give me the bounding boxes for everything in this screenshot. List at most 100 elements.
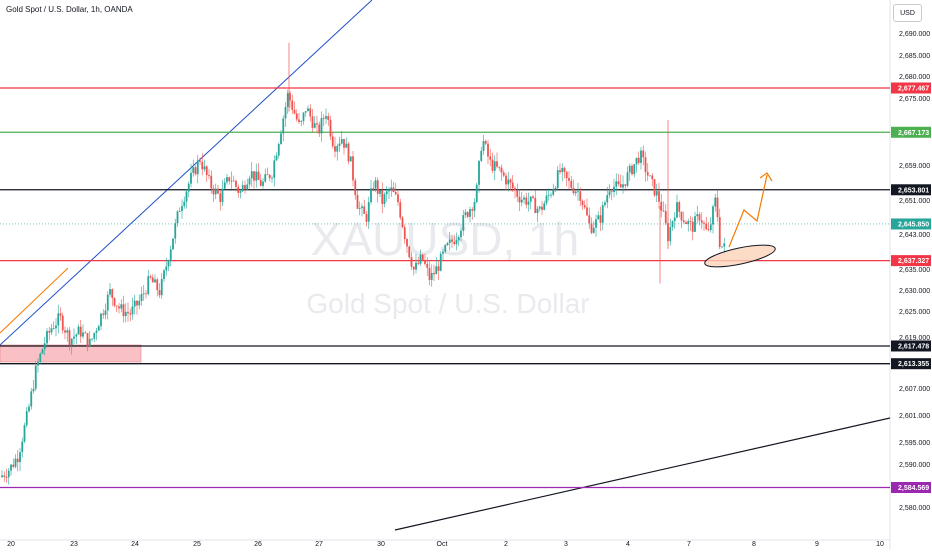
price-label: 2,584.569 [898, 485, 929, 492]
candle-body [685, 222, 687, 224]
candle-body [417, 262, 420, 264]
candle-body [244, 185, 246, 190]
price-label-bg [891, 255, 931, 267]
candle-body [435, 266, 438, 275]
candle-body [678, 202, 681, 212]
candle-body [595, 219, 597, 228]
candle-body [646, 172, 649, 176]
candle-body [307, 108, 309, 112]
candle-body [25, 411, 28, 426]
candle-body [293, 109, 296, 114]
candle-body [217, 188, 219, 194]
candle-body [352, 156, 354, 181]
candle-body [397, 194, 399, 203]
candle-body [219, 193, 222, 202]
candle-body [277, 143, 280, 156]
candle-body [91, 338, 93, 340]
candle-body [622, 184, 624, 188]
candle-body [248, 178, 251, 185]
candle-body [689, 221, 692, 222]
candle-body [318, 124, 321, 134]
y-tick-label: 2,659.000 [899, 163, 930, 170]
candle-body [16, 458, 19, 463]
candle-body [48, 331, 51, 333]
projection-path [728, 174, 768, 248]
candle-body [365, 213, 368, 222]
y-tick-label: 2,607.000 [899, 386, 930, 393]
candle-body [673, 217, 676, 222]
candle-body [383, 194, 386, 204]
candle-body [79, 326, 82, 337]
candle-body [5, 476, 8, 478]
candle-body [68, 330, 71, 346]
candle-body [120, 304, 123, 309]
candle-body [174, 223, 177, 239]
candle-body [617, 181, 620, 185]
x-tick-label: 27 [315, 541, 323, 548]
candle-body [408, 246, 411, 258]
y-tick-label: 2,690.000 [899, 31, 930, 38]
y-tick-label: 2,625.000 [899, 309, 930, 316]
candle-body [403, 227, 406, 240]
candle-body [446, 243, 449, 245]
candle-body [496, 161, 498, 167]
candle-body [237, 186, 240, 193]
y-tick-label: 2,619.000 [899, 335, 930, 342]
candle-body [554, 187, 557, 190]
candle-body [113, 297, 116, 306]
candle-body [480, 150, 483, 161]
x-tick-label: 26 [254, 541, 262, 548]
candle-body [671, 221, 674, 228]
y-tick-label: 2,580.000 [899, 505, 930, 512]
candle-body [127, 311, 129, 314]
candle-body [154, 279, 156, 283]
candle-body [37, 361, 39, 366]
candle-body [169, 249, 172, 262]
candle-body [507, 179, 510, 185]
candle-body [388, 189, 390, 192]
candle-body [156, 279, 159, 291]
candle-body [658, 191, 660, 202]
price-label-bg [891, 358, 931, 370]
y-tick-label: 2,651.000 [899, 198, 930, 205]
candle-body [637, 157, 640, 163]
candle-body [75, 334, 78, 337]
candle-body [444, 244, 447, 252]
candle-body [302, 112, 305, 122]
candle-body [205, 166, 208, 176]
candle-body [77, 326, 80, 335]
price-label: 2,617.478 [898, 343, 929, 350]
candle-body [588, 215, 591, 224]
candle-body [565, 171, 568, 179]
candle-body [415, 262, 417, 270]
candle-body [194, 167, 197, 175]
candle-body [97, 326, 100, 331]
price-label-bg [891, 82, 931, 94]
candle-body [264, 174, 267, 182]
candle-body [644, 157, 647, 173]
candle-body [228, 177, 231, 182]
candle-body [266, 174, 269, 176]
candle-body [93, 332, 96, 339]
y-tick-label: 2,590.000 [899, 462, 930, 469]
candle-body [95, 330, 98, 333]
candle-body [241, 185, 244, 192]
candle-body [165, 266, 168, 271]
candle-body [572, 187, 575, 194]
y-tick-label: 2,635.000 [899, 267, 930, 274]
candle-body [442, 251, 444, 254]
candle-body [10, 464, 12, 471]
candle-body [532, 196, 534, 198]
y-tick-label: 2,595.000 [899, 440, 930, 447]
candle-body [361, 206, 363, 209]
candle-body [64, 330, 66, 333]
candle-body [669, 227, 672, 242]
candle-body [14, 458, 17, 467]
candle-body [372, 188, 375, 190]
candle-body [613, 186, 615, 192]
x-tick-label: 20 [7, 541, 15, 548]
candle-body [163, 270, 165, 279]
currency-button[interactable]: USD [893, 4, 922, 22]
candle-body [345, 143, 348, 148]
